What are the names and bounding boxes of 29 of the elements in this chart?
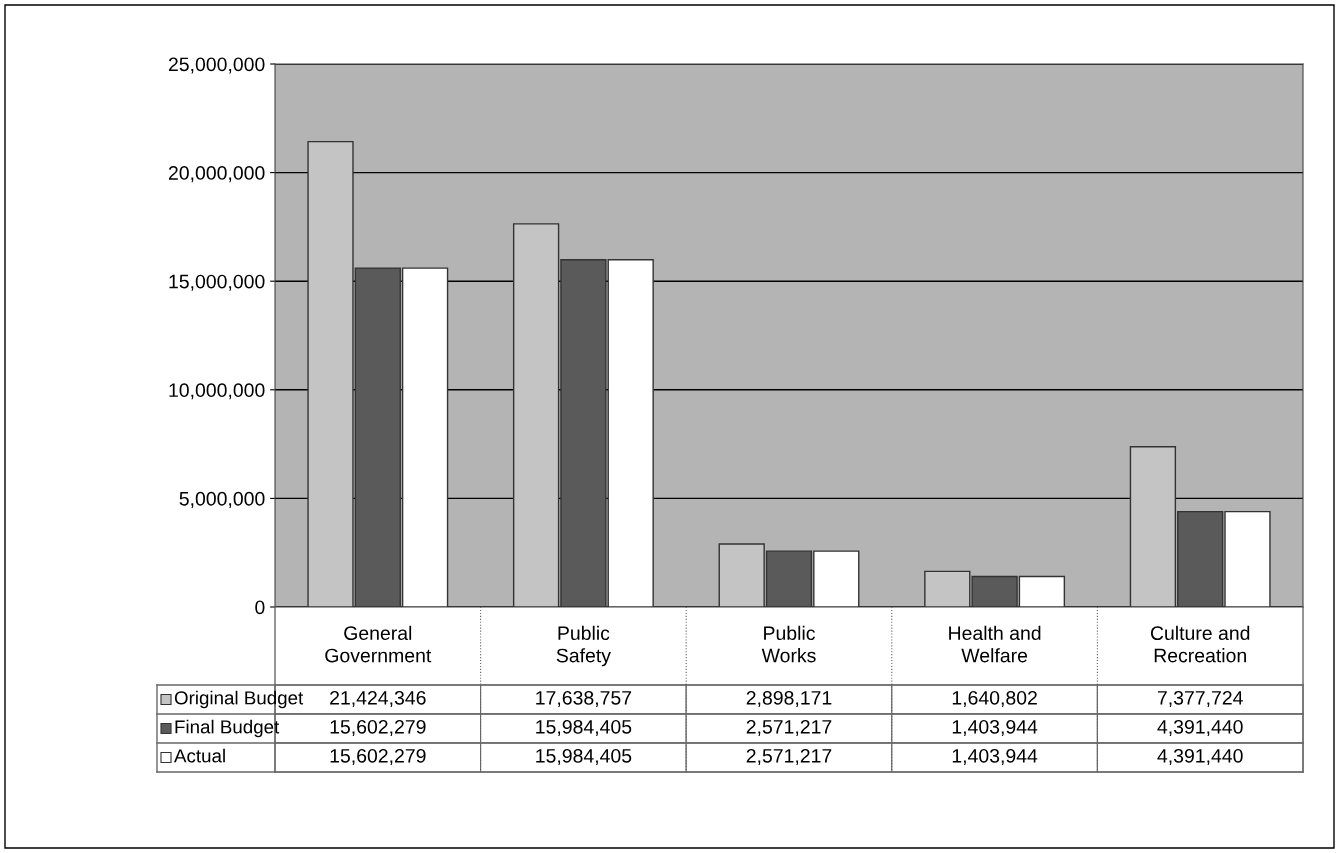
legend-label: Actual (174, 748, 225, 763)
data-label: 1,403,944 (952, 748, 1038, 766)
y-tick-label: 10,000,000 (169, 383, 265, 400)
x-tick-label: Culture and Recreation (1150, 625, 1250, 663)
data-label: 17,638,757 (536, 690, 632, 708)
y-tick-label: 15,000,000 (169, 274, 265, 291)
data-label: 15,602,279 (330, 719, 426, 737)
data-label: 1,403,944 (952, 719, 1038, 737)
data-label: 2,571,217 (746, 748, 832, 766)
data-label: 15,984,405 (536, 719, 632, 737)
data-label: 15,602,279 (330, 748, 426, 766)
legend-label: Original Budget (174, 690, 304, 709)
data-label: 1,640,802 (952, 690, 1037, 708)
y-tick-label: 25,000,000 (168, 57, 265, 74)
y-tick-label: 5,000,000 (179, 491, 265, 508)
y-tick-label: 20,000,000 (168, 166, 265, 183)
y-tick-label: 0 (255, 600, 265, 615)
x-tick-label: Public Works (761, 625, 816, 663)
data-label: 21,424,346 (330, 690, 426, 708)
data-label: 4,391,440 (1157, 719, 1243, 737)
x-tick-label: Public Safety (556, 625, 611, 667)
data-label: 4,391,440 (1157, 748, 1243, 766)
data-label: 15,984,405 (536, 748, 632, 766)
x-tick-label: General Government (325, 625, 432, 663)
data-label: 2,571,217 (746, 719, 832, 737)
data-label: 7,377,724 (1157, 690, 1243, 708)
legend-label: Final Budget (175, 719, 280, 738)
x-tick-label: Health and Welfare (949, 625, 1041, 663)
data-label: 2,898,171 (746, 690, 832, 708)
